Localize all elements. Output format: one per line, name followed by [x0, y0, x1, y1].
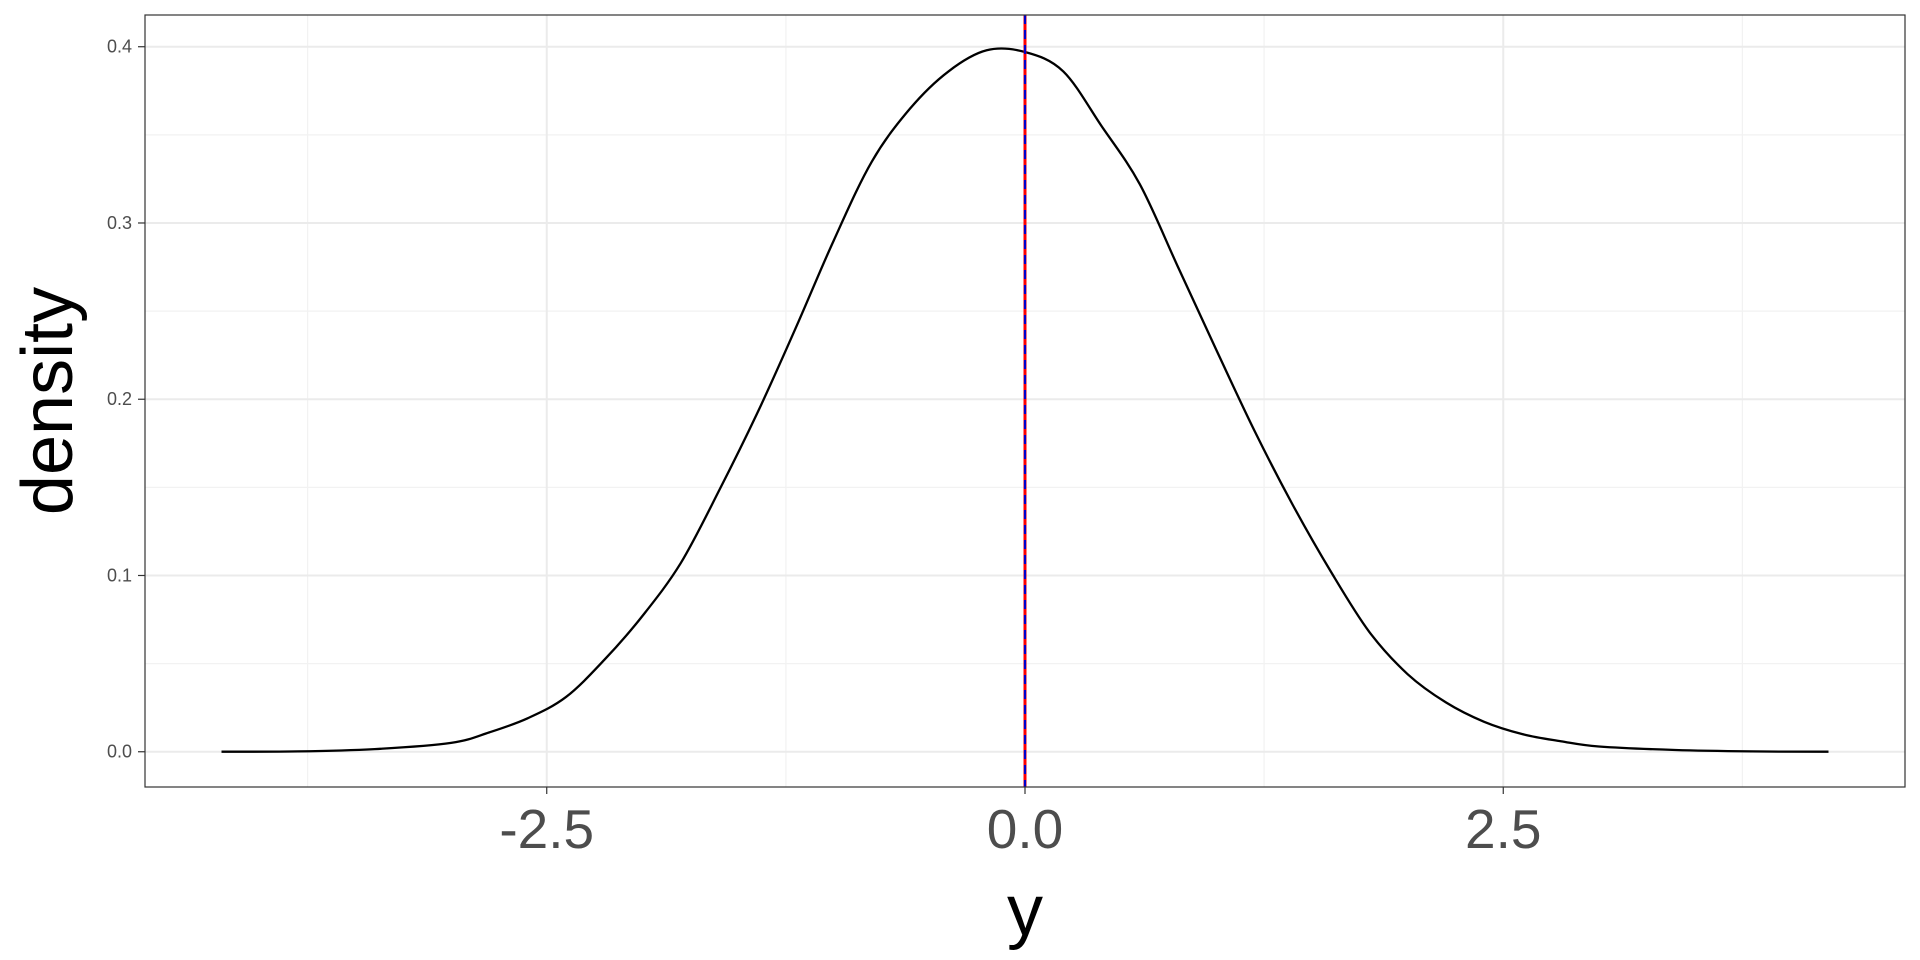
x-tick-label: 0.0	[987, 798, 1063, 860]
x-tick-label: -2.5	[499, 798, 594, 860]
x-tick-label: 2.5	[1465, 798, 1541, 860]
y-tick-label: 0.1	[107, 565, 132, 585]
y-tick-label: 0.0	[107, 742, 132, 762]
x-axis: -2.5 0.0 2.5	[499, 787, 1541, 860]
y-tick-label: 0.3	[107, 213, 132, 233]
y-axis-title: density	[8, 287, 88, 515]
y-tick-label: 0.4	[107, 37, 132, 57]
y-axis: 0.0 0.1 0.2 0.3 0.4	[107, 37, 145, 762]
y-tick-label: 0.2	[107, 389, 132, 409]
x-axis-title: y	[1007, 871, 1043, 951]
